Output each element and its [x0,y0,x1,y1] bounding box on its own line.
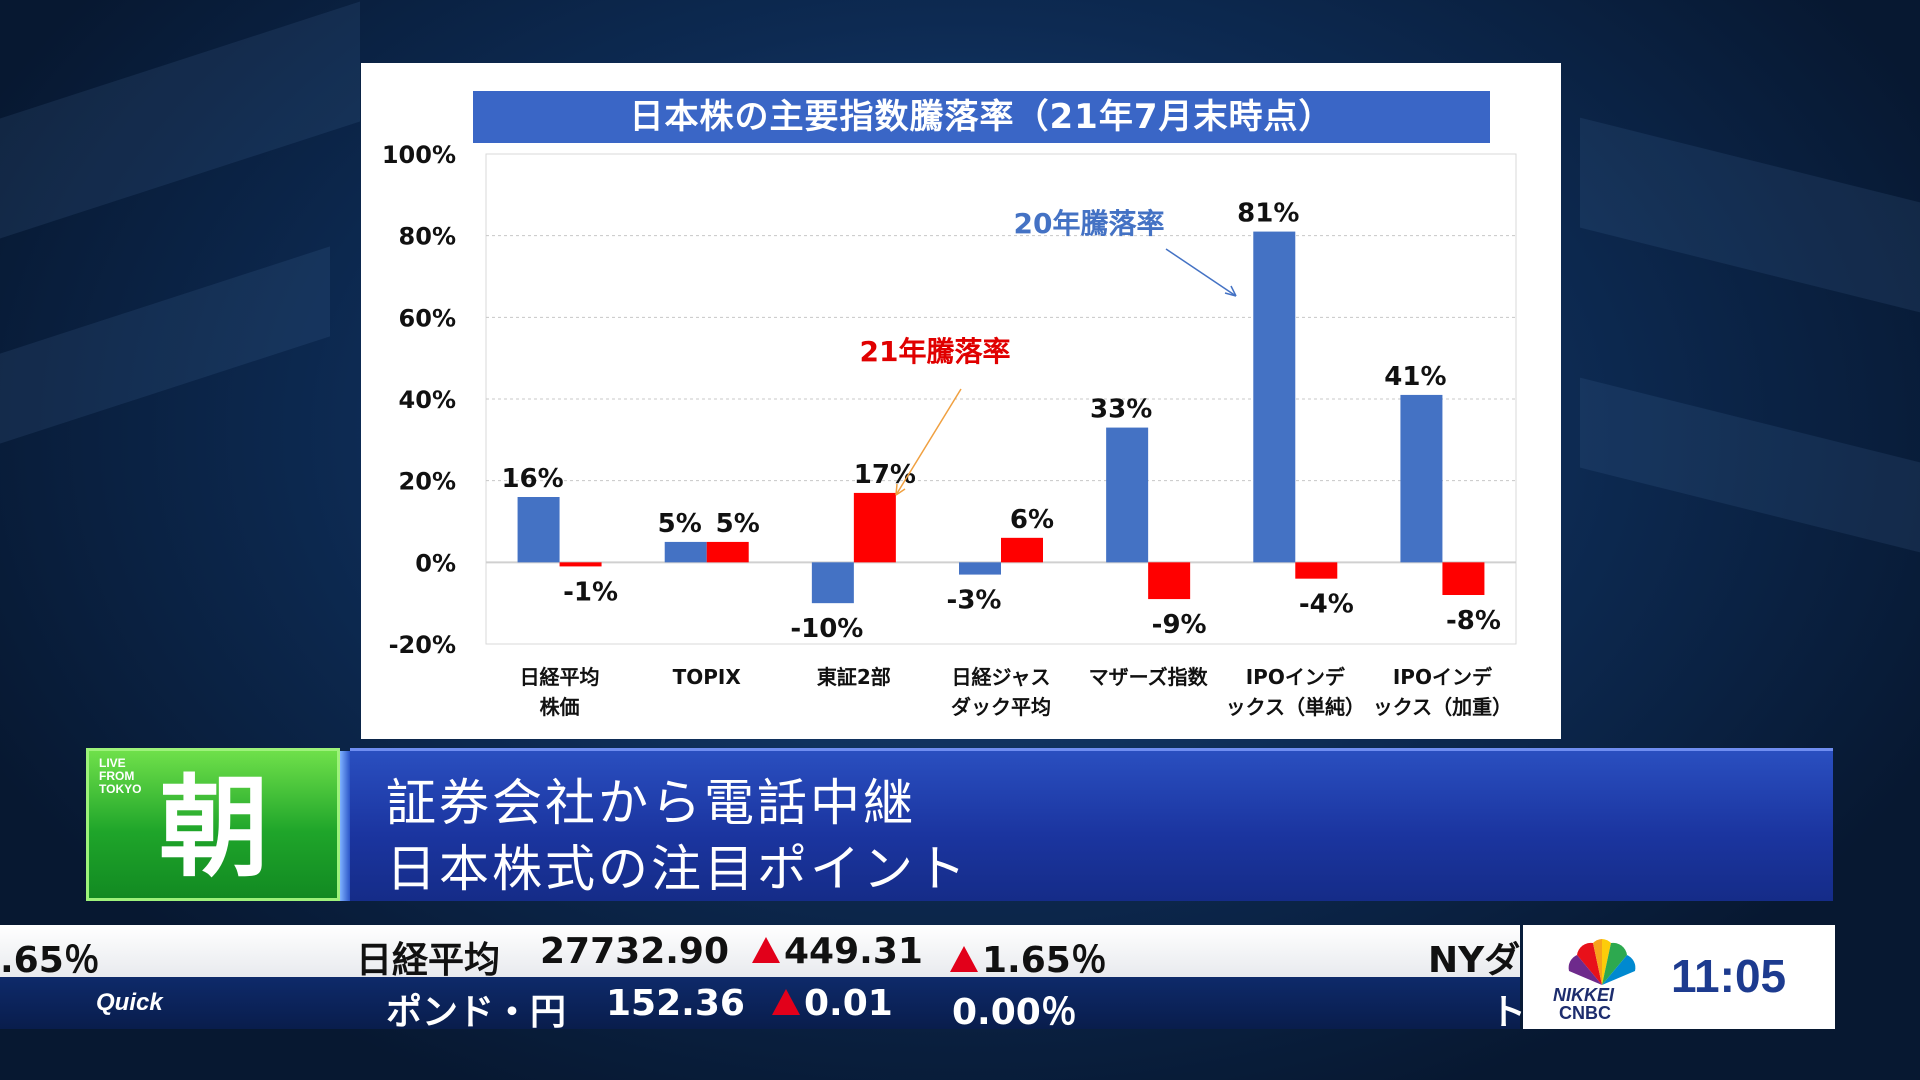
ticker-nikkei-pct: 1.65％ [950,931,1107,983]
ticker-gbp-change: 0.01 [772,983,893,1024]
y-tick-label: 60% [399,304,456,332]
nikkei-wordmark: NIKKEI [1553,985,1615,1005]
ticker-fragment-right: NYダ [1428,940,1521,981]
background-stripe [1580,117,1920,313]
data-label: 5% [658,509,702,539]
live-from-tokyo-label: LIVE FROM TOKYO [99,756,142,796]
peacock-logo-icon [1568,939,1636,985]
program-name: 朝 [159,764,269,892]
program-logo: LIVE FROM TOKYO 朝 [86,748,340,901]
data-label: 17% [854,460,916,490]
y-tick-label: 40% [399,386,456,414]
y-tick-label: 100% [382,141,456,169]
channel-branding: NIKKEI CNBC 11:05 [1523,925,1835,1029]
data-label: 41% [1384,362,1446,392]
category-label: ックス（単純） [1226,695,1365,719]
quick-logo: Quick [96,989,163,1016]
annotation-arrow-2020 [1165,248,1237,297]
bar-2021 [853,492,896,563]
category-label: マザーズ指数 [1089,665,1209,689]
ticker-top-row: .65％ 日経平均 27732.90 449.31 1.65％ NYダ [0,925,1520,981]
bar-2021 [559,562,602,567]
cnbc-wordmark: CNBC [1559,1003,1611,1023]
ticker-gbp-pct: 0.00％ [952,992,1077,1033]
data-label: 5% [716,509,760,539]
data-label: 33% [1090,395,1152,425]
up-triangle-icon [950,946,978,972]
headline-edge-accent [340,751,350,901]
chart-panel: 日本株の主要指数騰落率（21年7月末時点） 100% 80% 60% 40% 20% 0%… [361,63,1561,739]
annotation-arrow-2021 [895,388,962,496]
background-stripe [0,1,360,239]
category-label: ダック平均 [951,695,1051,719]
data-label: -1% [563,577,618,607]
y-tick-label: 0% [415,549,456,577]
up-triangle-icon [752,937,780,963]
ticker-fragment-right-bottom: ト [1490,992,1527,1033]
bar-2021 [1295,562,1338,579]
headline-line-1: 証券会社から電話中継 [386,774,916,832]
bar-2021 [1148,562,1191,600]
bar-2020 [811,562,854,604]
bar-2020 [1106,427,1149,563]
data-label: -10% [790,614,863,644]
category-label: 東証2部 [817,665,891,689]
ticker-gbp-label: ポンド・円 [386,992,567,1033]
headline-banner: 証券会社から電話中継 日本株式の注目ポイント [340,748,1833,901]
arrow-head-icon [1224,285,1237,297]
background-stripe [0,246,330,444]
category-label: TOPIX [673,665,742,689]
category-label: IPOインデ [1246,665,1346,689]
y-tick-label: -20% [389,631,456,659]
ticker-nikkei-label: 日経平均 [356,940,501,981]
bar-2020 [517,497,560,563]
bar-2021 [1001,537,1043,563]
up-triangle-icon [772,989,800,1015]
data-label: -9% [1152,610,1207,640]
annotation-2020: 20年騰落率 [1014,207,1165,240]
headline-line-2: 日本株式の注目ポイント [386,840,969,898]
data-label: 81% [1237,199,1299,229]
bar-2020 [1253,231,1296,563]
bar-2021 [706,541,749,563]
clock: 11:05 [1671,950,1787,1002]
chart-title: 日本株の主要指数騰落率（21年7月末時点） [473,91,1490,143]
annotation-2021: 21年騰落率 [860,335,1011,368]
data-label: 6% [1010,505,1054,535]
data-label: 16% [501,464,563,494]
bar-2020 [959,562,1001,575]
y-tick-label: 20% [399,468,456,496]
bar-2021 [1442,562,1485,595]
arrow-head-icon [895,483,906,496]
y-tick-label: 80% [399,223,456,251]
data-label: -3% [947,586,1002,616]
category-label: 日経ジャス [952,665,1051,689]
category-label: ックス（加重） [1373,695,1512,719]
category-label: IPOインデ [1393,665,1493,689]
category-label: 日経平均 [520,665,600,689]
data-label: -8% [1446,606,1501,636]
data-label: -4% [1299,590,1354,620]
background-stripe [1580,377,1920,553]
ticker-bottom-row: Quick ポンド・円 152.36 0.01 0.00％ ト [0,977,1526,1033]
category-label: 株価 [540,695,580,719]
bar-2020 [1400,394,1443,563]
ticker-fragment-left: .65％ [0,940,100,981]
ticker-gbp-value: 152.36 [606,983,745,1024]
bar-2020 [664,541,707,563]
ticker-nikkei-value: 27732.90 [540,931,730,972]
ticker-nikkei-change: 449.31 [752,931,923,972]
